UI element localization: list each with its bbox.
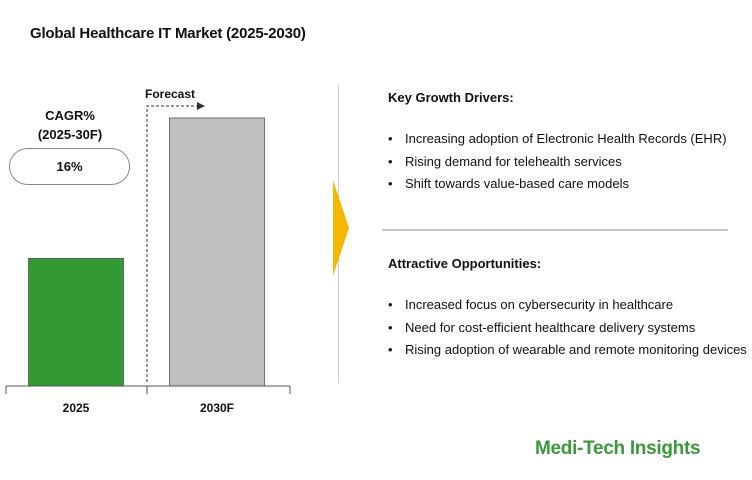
forecast-bracket [146,105,197,382]
chevron-right-icon [333,180,349,276]
list-item: • Shift towards value-based care models [388,176,630,191]
page-title: Global Healthcare IT Market (2025-2030) [30,25,306,42]
forecast-arrowhead [197,102,205,110]
opportunities-heading: Attractive Opportunities: [388,256,542,271]
list-item: • Rising adoption of wearable and remote … [388,342,747,357]
brand-logo: Medi-Tech Insights [535,438,701,459]
cagr-label: CAGR% (2025-30F) [20,106,120,144]
list-item: • Increased focus on cybersecurity in hea… [388,297,674,312]
x-tick-label: 2030F [200,401,234,415]
bar-2025 [28,257,124,387]
list-item: • Increasing adoption of Electronic Healt… [388,131,727,146]
bar-2030F [169,117,265,387]
growth-drivers-heading: Key Growth Drivers: [388,90,514,105]
cagr-value-badge: 16% [9,148,130,185]
growth-drivers-list: • Increasing adoption of Electronic Healt… [388,128,727,196]
bar-chart: 2025 2030F Forecast CAGR% (2025-30F) 16% [0,0,340,475]
opportunities-list: • Increased focus on cybersecurity in hea… [388,294,747,362]
forecast-label: Forecast [145,87,195,101]
bar-chart-svg: 2025 2030F Forecast [5,87,291,415]
cagr-label-line2: (2025-30F) [37,127,103,142]
cagr-label-line1: CAGR% [45,108,95,123]
x-tick-label: 2025 [63,401,90,415]
list-item: • Need for cost-efficient healthcare deli… [388,319,696,335]
list-item: • Rising demand for telehealth services [388,153,622,169]
horizontal-divider [382,229,728,231]
